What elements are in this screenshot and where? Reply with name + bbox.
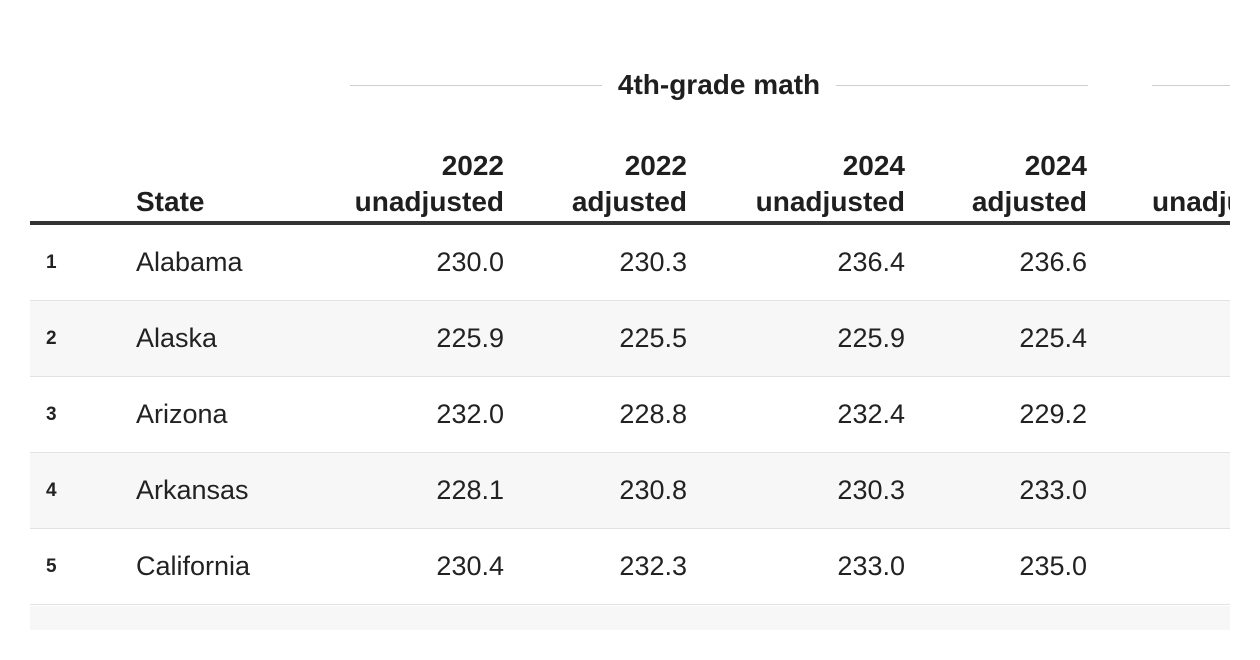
column-header-line2: unadjusted: [1152, 186, 1230, 217]
value-2022-adjusted: 225.5: [619, 323, 687, 353]
column-header-line1: 2022: [441, 150, 504, 181]
column-header-line2: adjusted: [971, 186, 1087, 217]
table-row: 5 California 230.4 232.3 233.0 235.0: [30, 529, 1230, 605]
group-header-rule-right: [836, 84, 1088, 86]
state-cell: Arkansas: [136, 475, 249, 505]
table-row-partial: [30, 606, 1230, 630]
value-2022-unadjusted: 225.9: [436, 323, 504, 353]
column-header-next-partial[interactable]: unadjusted: [1152, 132, 1230, 220]
value-2022-unadjusted: 232.0: [436, 399, 504, 429]
column-header-2024-unadjusted[interactable]: 2024 unadjusted: [720, 132, 905, 220]
table-row: 2 Alaska 225.9 225.5 225.9 225.4: [30, 301, 1230, 377]
group-header-next-partial: [1152, 66, 1230, 104]
value-2022-adjusted: 232.3: [619, 551, 687, 581]
column-header-line1: 2022: [624, 150, 687, 181]
row-index: 5: [46, 556, 57, 577]
value-2022-unadjusted: 230.0: [436, 247, 504, 277]
state-cell: Alabama: [136, 247, 243, 277]
table-row: 3 Arizona 232.0 228.8 232.4 229.2: [30, 377, 1230, 453]
row-index: 4: [46, 480, 57, 501]
value-2024-unadjusted: 236.4: [837, 247, 905, 277]
value-2024-unadjusted: 232.4: [837, 399, 905, 429]
column-header-line2: unadjusted: [755, 186, 905, 217]
column-header-state[interactable]: State: [136, 132, 316, 220]
value-2022-adjusted: 228.8: [619, 399, 687, 429]
column-header-2022-unadjusted[interactable]: 2022 unadjusted: [330, 132, 504, 220]
value-2024-unadjusted: 230.3: [837, 475, 905, 505]
header-divider: [30, 221, 1230, 225]
data-table: 4th-grade math State 2022 unadjusted 202…: [30, 0, 1230, 630]
state-cell: California: [136, 551, 251, 581]
value-2022-adjusted: 230.8: [619, 475, 687, 505]
value-2022-unadjusted: 230.4: [436, 551, 504, 581]
group-header-4th-grade-math: 4th-grade math: [350, 66, 1088, 104]
value-2024-adjusted: 235.0: [1019, 551, 1087, 581]
value-2022-unadjusted: 228.1: [436, 475, 504, 505]
table-row: 1 Alabama 230.0 230.3 236.4 236.6: [30, 225, 1230, 301]
column-header-2022-adjusted[interactable]: 2022 adjusted: [530, 132, 687, 220]
group-header-rule-left: [350, 84, 602, 86]
column-header-state-label: State: [136, 186, 205, 217]
column-header-line1: 2024: [842, 150, 905, 181]
column-header-line1: 2024: [1024, 150, 1087, 181]
row-index: 3: [46, 404, 57, 425]
row-index: 2: [46, 328, 57, 349]
state-cell: Alaska: [136, 323, 218, 353]
value-2024-adjusted: 236.6: [1019, 247, 1087, 277]
state-cell: Arizona: [136, 399, 228, 429]
table-body: 1 Alabama 230.0 230.3 236.4 236.6 2 Alas…: [30, 225, 1230, 605]
row-index: 1: [46, 252, 57, 273]
value-2024-adjusted: 229.2: [1019, 399, 1087, 429]
table-row: 4 Arkansas 228.1 230.8 230.3 233.0: [30, 453, 1230, 529]
value-2024-adjusted: 225.4: [1019, 323, 1087, 353]
value-2022-adjusted: 230.3: [619, 247, 687, 277]
column-header-line2: unadjusted: [354, 186, 504, 217]
value-2024-unadjusted: 225.9: [837, 323, 905, 353]
column-header-2024-adjusted[interactable]: 2024 adjusted: [930, 132, 1087, 220]
group-header-label: 4th-grade math: [617, 69, 821, 100]
column-header-line2: adjusted: [571, 186, 687, 217]
group-header-next-rule: [1152, 84, 1230, 86]
value-2024-unadjusted: 233.0: [837, 551, 905, 581]
value-2024-adjusted: 233.0: [1019, 475, 1087, 505]
